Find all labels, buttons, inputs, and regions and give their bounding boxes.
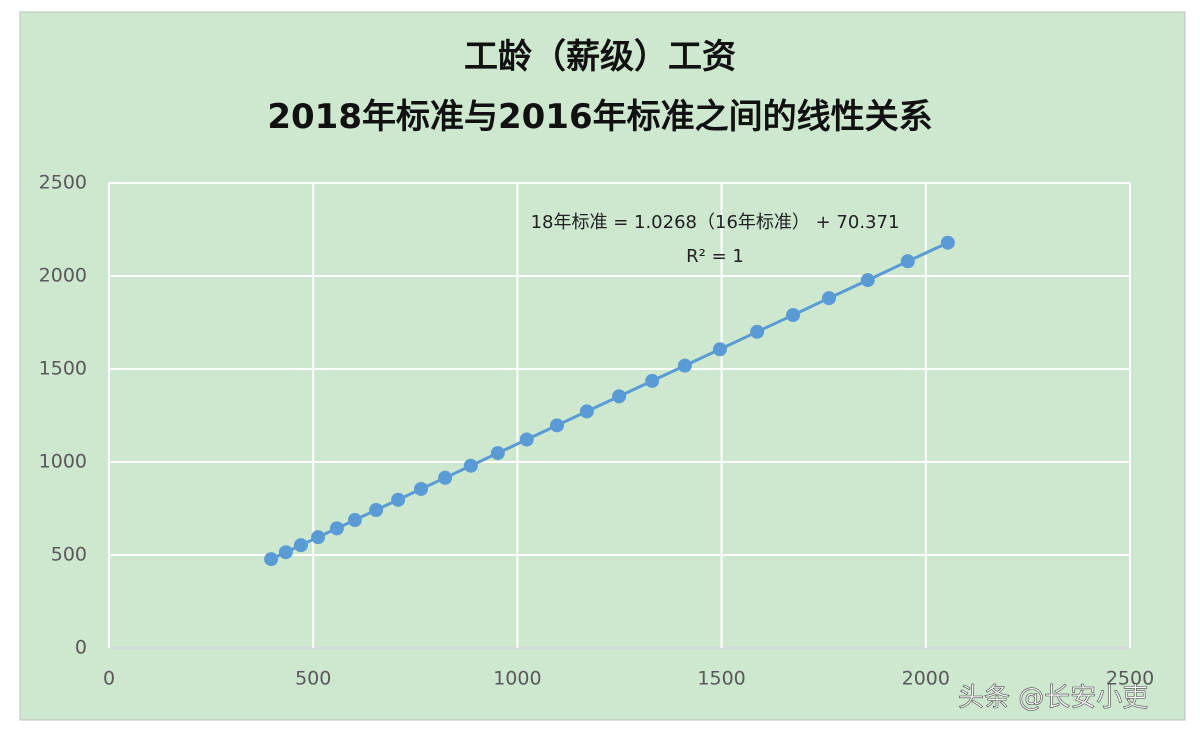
data-point	[293, 538, 308, 553]
data-point	[900, 254, 915, 269]
data-point	[490, 446, 505, 461]
data-point	[414, 481, 429, 496]
chart-title: 工龄（薪级）工资	[464, 37, 736, 77]
y-tick-label: 500	[51, 544, 87, 566]
data-point	[940, 235, 955, 250]
data-point	[612, 389, 627, 404]
chart-background	[19, 11, 1186, 721]
x-tick-label: 2000	[902, 668, 950, 690]
data-point	[677, 358, 692, 373]
data-point	[712, 342, 727, 357]
r-squared: R² = 1	[686, 246, 744, 267]
data-point	[645, 373, 660, 388]
x-tick-label: 1000	[493, 668, 541, 690]
data-point	[438, 470, 453, 485]
x-tick-label: 1500	[697, 668, 745, 690]
data-point	[579, 404, 594, 419]
chart-subtitle: 2018年标准与2016年标准之间的线性关系	[267, 97, 932, 137]
data-point	[860, 273, 875, 288]
x-tick-label: 0	[103, 668, 115, 690]
data-point	[822, 291, 837, 306]
data-point	[369, 502, 384, 517]
y-tick-label: 1000	[39, 451, 87, 473]
x-tick-label: 2500	[1106, 668, 1154, 690]
data-point	[391, 492, 406, 507]
data-point	[347, 513, 362, 528]
data-point	[311, 530, 326, 545]
data-point	[329, 521, 344, 536]
watermark: 头条 @长安小吏	[958, 683, 1148, 713]
data-point	[550, 418, 565, 433]
y-tick-label: 0	[75, 637, 87, 659]
x-tick-label: 500	[295, 668, 331, 690]
data-point	[463, 458, 478, 473]
data-point	[519, 432, 534, 447]
data-point	[786, 308, 801, 323]
y-tick-label: 2000	[39, 265, 87, 287]
data-point	[278, 545, 293, 560]
data-point	[750, 324, 765, 339]
y-tick-label: 2500	[39, 172, 87, 194]
trendline-equation: 18年标准 = 1.0268（16年标准） + 70.371	[531, 212, 900, 233]
grid: 0 500 1000 1500 2000 2500 0 500 1000 1500 2000 2500	[39, 172, 1155, 690]
y-tick-label: 1500	[39, 358, 87, 380]
marks	[264, 235, 955, 567]
data-point	[264, 552, 279, 567]
